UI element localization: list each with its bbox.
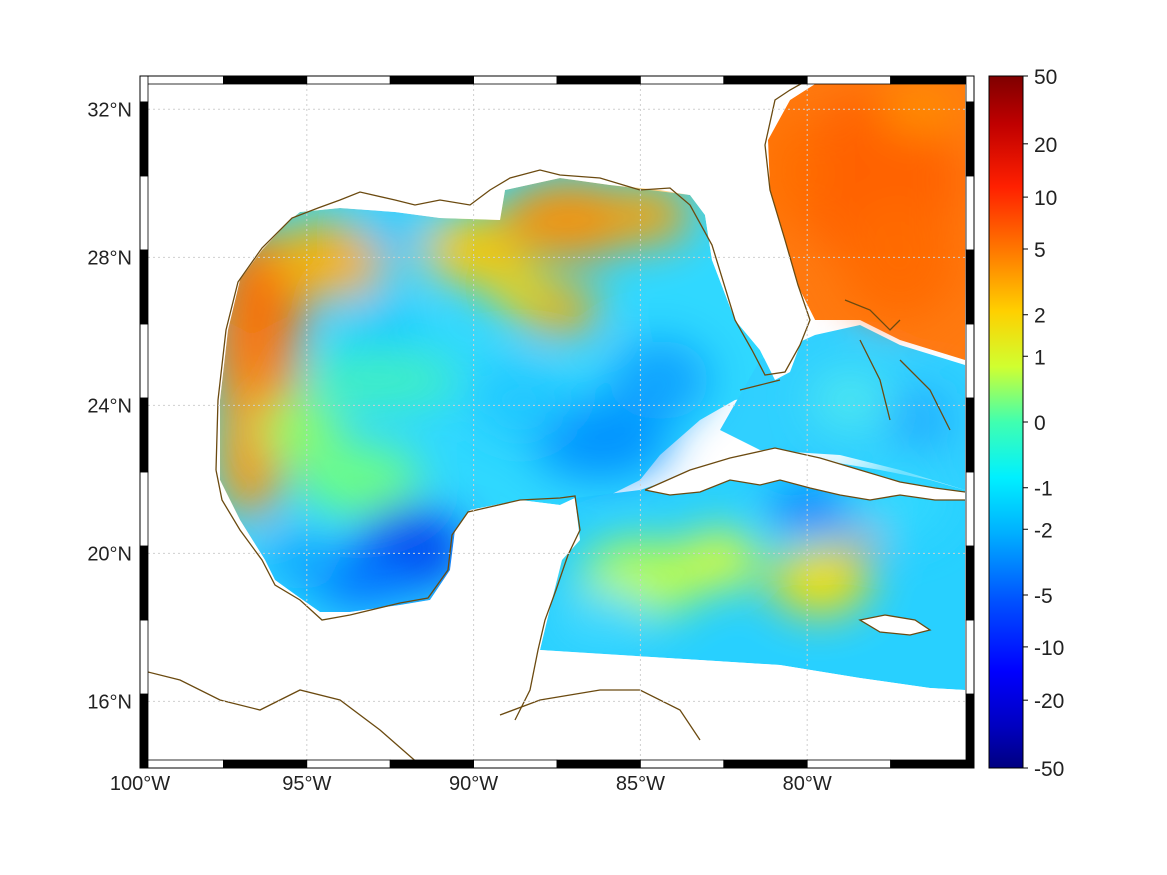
frame-top-segment [806, 75, 892, 85]
colorbar-label: 0 [1034, 412, 1046, 435]
frame-right-segment [965, 175, 975, 251]
frame-right-segment [965, 101, 975, 177]
lon-tick-label: 95°W [282, 773, 331, 795]
frame-bottom-segment [306, 759, 391, 769]
frame-right-segment [965, 397, 975, 473]
frame-top-segment [222, 75, 308, 85]
frame-bottom-segment [723, 759, 808, 769]
colorbar-label: -10 [1034, 637, 1064, 660]
frame-left-segment [139, 249, 149, 325]
colorbar-label: 10 [1034, 187, 1057, 210]
frame-left-segment [139, 75, 149, 103]
coastlines [148, 84, 966, 761]
frame-bottom-segment [139, 759, 224, 769]
frame-right-segment [965, 619, 975, 695]
frame-top-segment [723, 75, 808, 85]
frame-left-segment [139, 619, 149, 695]
frame-bottom-segment [389, 759, 475, 769]
lat-tick-label: 28°N [87, 247, 132, 269]
frame-top-segment [890, 75, 975, 85]
frame-left-segment [139, 693, 149, 769]
map-frame [139, 75, 975, 769]
colorbar-label: 20 [1034, 134, 1057, 157]
lat-tick-label: 16°N [87, 691, 132, 713]
bahamas-coastline [844, 299, 951, 431]
frame-bottom-segment [890, 759, 975, 769]
frame-left-segment [139, 175, 149, 251]
land-masks [148, 84, 965, 761]
longitude-labels: 100°W 95°W 90°W 85°W 80°W [110, 773, 832, 795]
colorbar-label: 2 [1034, 305, 1046, 328]
frame-left-segment [139, 101, 149, 177]
frame-top-segment [640, 75, 725, 85]
colorbar-label: -2 [1034, 519, 1053, 542]
latitude-labels: 32°N 28°N 24°N 20°N 16°N [87, 99, 132, 713]
jamaica-coastline [858, 614, 932, 636]
florida-keys [739, 379, 781, 391]
frame-right-segment [965, 75, 975, 103]
frame-right-segment [965, 693, 975, 769]
colorbar-label: 50 [1034, 66, 1057, 89]
grid-lines [148, 84, 966, 760]
colorbar-label: -5 [1034, 585, 1053, 608]
lat-tick-label: 24°N [87, 395, 132, 417]
lon-tick-label: 80°W [783, 773, 832, 795]
us-gulf-coastline [215, 84, 811, 471]
mexico-coastline [215, 469, 581, 721]
frame-bottom-segment [556, 759, 641, 769]
ocean-field [148, 84, 966, 761]
frame-top-segment [139, 75, 224, 85]
frame-right-segment [965, 323, 975, 399]
frame-outline [139, 75, 975, 769]
colorbar-label: -50 [1034, 758, 1064, 781]
lon-tick-label: 100°W [110, 773, 170, 795]
frame-right-segment [965, 249, 975, 325]
frame-bottom-segment [473, 759, 558, 769]
colorbar-gradient [988, 75, 1024, 769]
frame-right-segment [965, 545, 975, 621]
central-america-coastline [148, 671, 417, 761]
frame-top-segment [389, 75, 475, 85]
honduras-coastline [499, 689, 701, 741]
lon-tick-label: 85°W [616, 773, 665, 795]
frame-top-segment [306, 75, 391, 85]
frame-left-segment [139, 323, 149, 399]
lat-tick-label: 20°N [87, 543, 132, 565]
colorbar-label: 1 [1034, 346, 1046, 369]
lat-tick-label: 32°N [87, 99, 132, 121]
frame-top-segment [556, 75, 641, 85]
frame-top-segment [473, 75, 558, 85]
cuba-coastline [644, 447, 966, 501]
frame-bottom-segment [806, 759, 892, 769]
frame-left-segment [139, 545, 149, 621]
colorbar-label: -1 [1034, 478, 1053, 501]
frame-bottom-segment [222, 759, 308, 769]
lon-tick-label: 90°W [449, 773, 498, 795]
frame-left-segment [139, 471, 149, 547]
colorbar-label: 5 [1034, 239, 1046, 262]
frame-right-segment [965, 471, 975, 547]
frame-bottom-segment [640, 759, 725, 769]
frame-left-segment [139, 397, 149, 473]
colorbar-label: -20 [1034, 690, 1064, 713]
